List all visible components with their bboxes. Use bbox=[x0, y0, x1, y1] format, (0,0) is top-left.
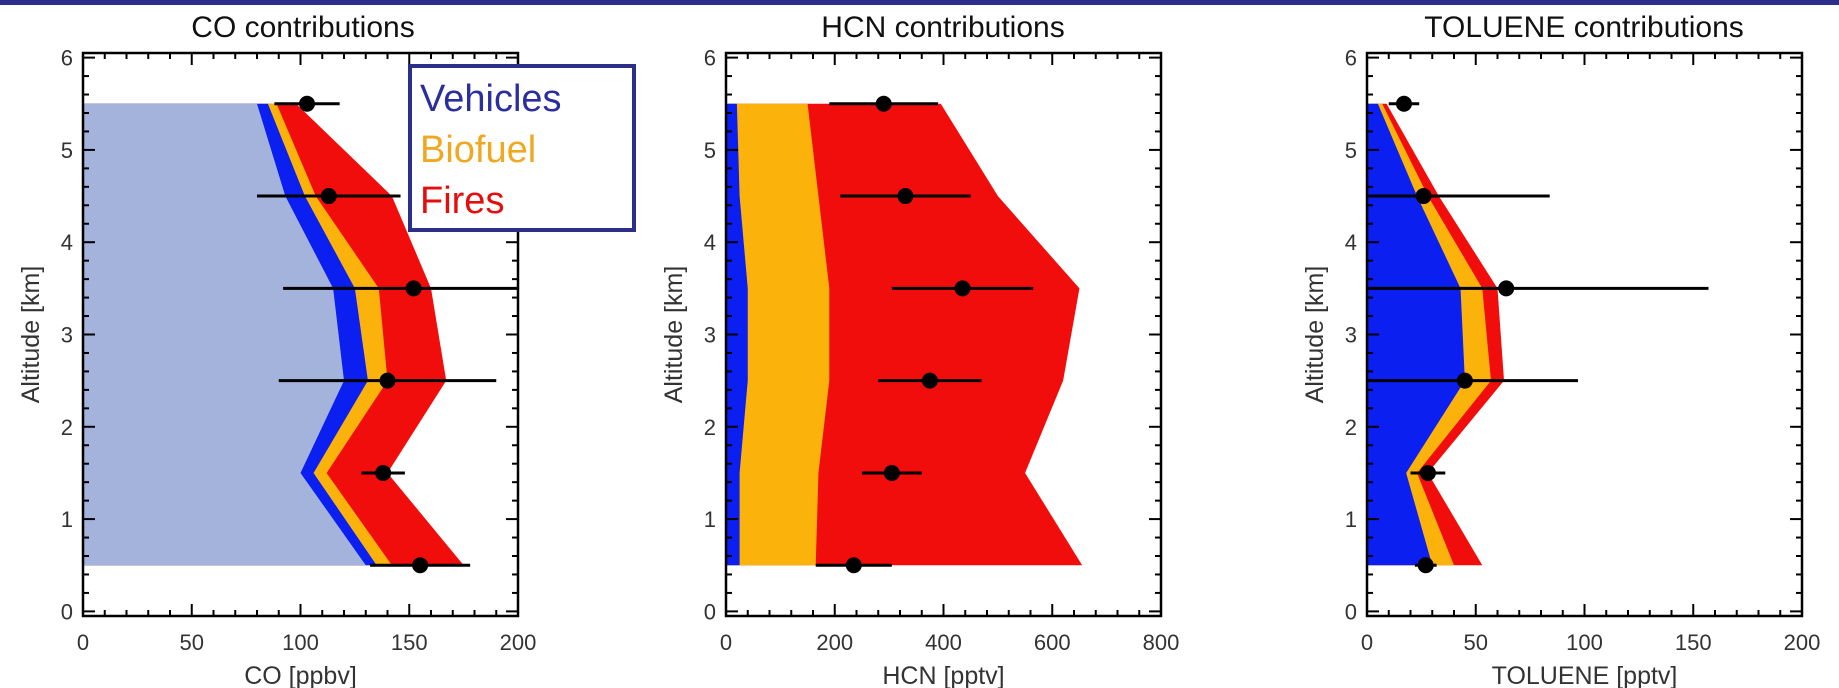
x-tick-label: 0 bbox=[1361, 630, 1373, 655]
y-tick-label: 1 bbox=[61, 507, 73, 532]
observation-point bbox=[299, 95, 316, 112]
observation-point bbox=[1415, 188, 1432, 205]
chart-panel-1: 0 50 100 150 200 0 1 2 3 4 5 6 CO contributions CO [p… bbox=[17, 11, 536, 688]
y-tick-label: 4 bbox=[1345, 230, 1357, 255]
y-tick-label: 3 bbox=[1345, 323, 1357, 348]
plot-area bbox=[83, 95, 518, 574]
y-tick-label: 6 bbox=[61, 46, 73, 71]
observation-point bbox=[845, 557, 862, 574]
y-tick-label: 1 bbox=[704, 507, 716, 532]
x-tick-label: 50 bbox=[1464, 630, 1488, 655]
x-tick-label: 100 bbox=[282, 630, 319, 655]
chart-panel-3: 0 50 100 150 200 0 1 2 3 4 5 6 TOLUENE contributions… bbox=[1301, 11, 1820, 688]
observation-point bbox=[412, 557, 429, 574]
y-tick-label: 2 bbox=[704, 415, 716, 440]
background-area bbox=[83, 103, 366, 566]
observation-point bbox=[405, 280, 422, 297]
x-tick-label: 150 bbox=[1675, 630, 1712, 655]
observation-point bbox=[1417, 557, 1434, 574]
plot-area bbox=[1367, 95, 1709, 574]
y-tick-label: 5 bbox=[1345, 138, 1357, 163]
x-tick-label: 600 bbox=[1034, 630, 1071, 655]
y-tick-label: 3 bbox=[704, 323, 716, 348]
observation-point bbox=[921, 372, 938, 389]
y-tick-label: 2 bbox=[1345, 415, 1357, 440]
y-tick-label: 5 bbox=[704, 138, 716, 163]
observation-point bbox=[1395, 95, 1412, 112]
observation-point bbox=[1419, 464, 1436, 481]
observation-point bbox=[897, 188, 914, 205]
chart-title: CO contributions bbox=[191, 11, 414, 44]
y-tick-label: 4 bbox=[61, 230, 73, 255]
y-tick-label: 4 bbox=[704, 230, 716, 255]
x-axis-label: HCN [pptv] bbox=[882, 662, 1004, 688]
y-tick-label: 2 bbox=[61, 415, 73, 440]
x-tick-label: 200 bbox=[816, 630, 853, 655]
legend-item-biofuel: Biofuel bbox=[420, 129, 536, 171]
y-tick-label: 6 bbox=[704, 46, 716, 71]
biofuel-area bbox=[726, 103, 830, 566]
legend-box bbox=[408, 64, 636, 232]
x-tick-label: 200 bbox=[500, 630, 537, 655]
y-axis-label: Altitude [km] bbox=[660, 266, 688, 404]
top-accent-bar bbox=[0, 0, 1839, 5]
y-tick-label: 0 bbox=[704, 599, 716, 624]
observation-point bbox=[379, 372, 396, 389]
y-axis-label: Altitude [km] bbox=[17, 266, 45, 404]
x-tick-label: 0 bbox=[77, 630, 89, 655]
observation-point bbox=[320, 188, 337, 205]
y-tick-label: 5 bbox=[61, 138, 73, 163]
legend-item-vehicles: Vehicles bbox=[420, 78, 562, 120]
x-tick-label: 50 bbox=[180, 630, 204, 655]
legend-item-fires: Fires bbox=[420, 180, 504, 222]
x-tick-label: 100 bbox=[1566, 630, 1603, 655]
legend: Vehicles Biofuel Fires bbox=[408, 64, 636, 232]
chart-panel-2: 0 200 400 600 800 0 1 2 3 4 5 6 HCN contributions HCN… bbox=[660, 11, 1179, 688]
x-tick-label: 150 bbox=[391, 630, 428, 655]
x-tick-label: 400 bbox=[925, 630, 962, 655]
y-tick-label: 1 bbox=[1345, 507, 1357, 532]
observation-point bbox=[1498, 280, 1515, 297]
x-axis-label: TOLUENE [pptv] bbox=[1492, 662, 1678, 688]
y-axis-label: Altitude [km] bbox=[1301, 266, 1329, 404]
x-tick-label: 800 bbox=[1143, 630, 1180, 655]
x-axis-label: CO [ppbv] bbox=[244, 662, 357, 688]
observation-point bbox=[375, 464, 392, 481]
observation-point bbox=[954, 280, 971, 297]
observation-point bbox=[883, 464, 900, 481]
chart-title: TOLUENE contributions bbox=[1424, 11, 1744, 44]
plot-area bbox=[726, 95, 1083, 574]
y-tick-label: 0 bbox=[61, 599, 73, 624]
observation-point bbox=[875, 95, 892, 112]
x-tick-label: 200 bbox=[1784, 630, 1821, 655]
y-tick-label: 0 bbox=[1345, 599, 1357, 624]
x-tick-label: 0 bbox=[720, 630, 732, 655]
y-tick-label: 3 bbox=[61, 323, 73, 348]
y-tick-label: 6 bbox=[1345, 46, 1357, 71]
vehicles-area bbox=[1367, 103, 1465, 566]
observation-point bbox=[1456, 372, 1473, 389]
chart-title: HCN contributions bbox=[821, 11, 1064, 44]
